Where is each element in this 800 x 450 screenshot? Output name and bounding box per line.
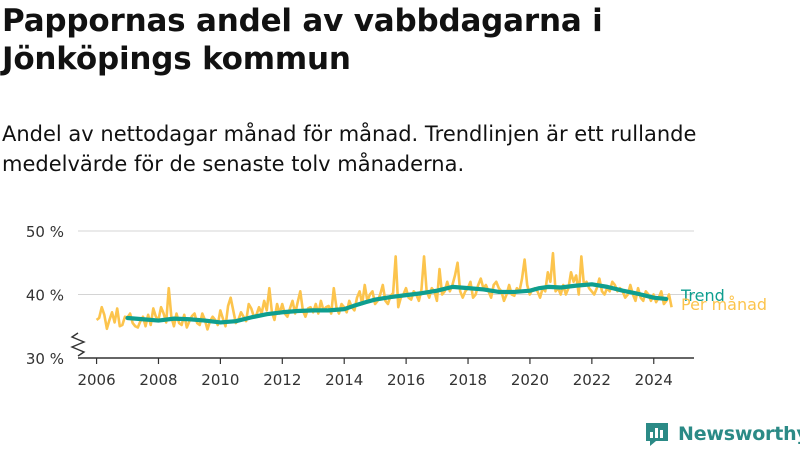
y-tick-label: 50 % [26, 223, 64, 241]
x-axis: 2006 2008 2010 2012 2014 2016 2018 2020 2022 2024 [77, 357, 694, 389]
chart-title: Pappornas andel av vabbdagarna i Jönköpi… [2, 3, 603, 77]
x-tick-label: 2010 [201, 371, 239, 389]
x-tick-label: 2012 [263, 371, 301, 389]
y-tick-label: 40 % [26, 287, 64, 305]
y-tick-label: 30 % [26, 350, 64, 368]
x-tick-label: 2014 [325, 371, 363, 389]
axis-break-icon [70, 332, 86, 357]
gridlines [78, 230, 694, 295]
x-tick-label: 2008 [139, 371, 177, 389]
x-tick-label: 2024 [635, 371, 673, 389]
y-axis: 30 % 40 % 50 % [26, 223, 86, 368]
brand-name: Newsworthy [678, 423, 800, 445]
newsworthy-brand[interactable]: Newsworthy [644, 420, 800, 448]
monthly-series-label: Per månad [681, 295, 767, 314]
x-tick-label: 2020 [511, 371, 549, 389]
x-tick-label: 2006 [77, 371, 115, 389]
series-lines [95, 251, 673, 331]
trend-series-label: Trend [680, 286, 725, 305]
trend-series-line [125, 282, 669, 325]
x-tick-label: 2022 [573, 371, 611, 389]
x-tick-label: 2018 [449, 371, 487, 389]
bar-chart-logo-icon [646, 423, 668, 446]
x-tick-label: 2016 [387, 371, 425, 389]
chart-subtitle: Andel av nettodagar månad för månad. Tre… [2, 122, 697, 176]
monthly-series-line [95, 251, 673, 331]
